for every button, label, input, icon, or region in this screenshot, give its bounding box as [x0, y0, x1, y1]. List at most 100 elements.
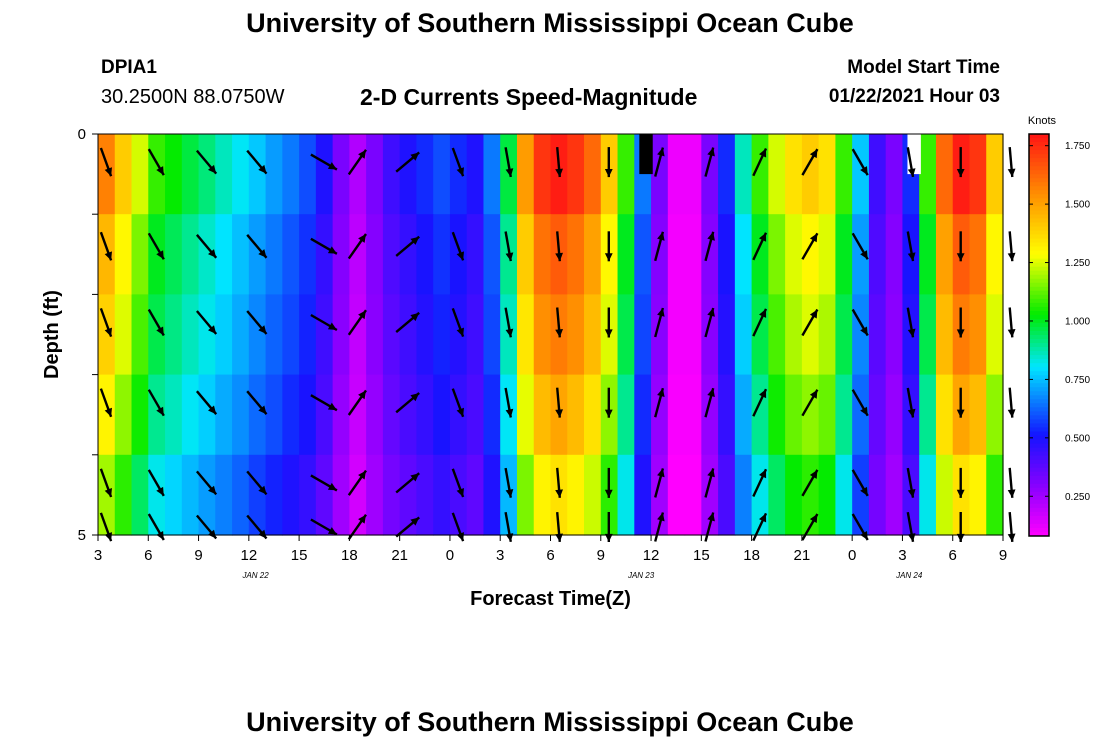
colorbar-segment [1029, 403, 1049, 408]
current-arrow [704, 512, 715, 542]
current-arrow [801, 148, 819, 176]
colorbar-segment [1029, 314, 1049, 320]
heatmap-cell [198, 294, 216, 376]
heatmap-cell [232, 214, 250, 295]
current-arrow [395, 472, 420, 494]
heatmap-cell [449, 454, 468, 536]
heatmap-cell [868, 374, 887, 456]
current-arrow [704, 147, 715, 177]
heatmap-cell [98, 134, 116, 215]
heatmap-cell [969, 454, 987, 536]
current-arrow [310, 518, 338, 536]
heatmap-cell [416, 454, 434, 536]
heatmap-cell [651, 134, 669, 215]
heatmap-cell [382, 454, 401, 536]
colorbar-segment [1029, 198, 1049, 203]
current-arrow [555, 511, 563, 543]
heatmap-cell [935, 454, 954, 536]
heatmap-cell [483, 214, 501, 295]
heatmap-cell [349, 454, 367, 536]
colorbar-segment [1029, 266, 1049, 272]
colorbar-segment [1029, 435, 1049, 441]
heatmap-cell [299, 134, 317, 215]
current-arrow [395, 151, 420, 173]
heatmap-cell [433, 374, 451, 456]
current-arrow [347, 389, 367, 416]
x-tick-label: 3 [898, 547, 906, 564]
heatmap-cell [684, 454, 702, 536]
heatmap-cell [315, 374, 334, 456]
colorbar-segment [1029, 499, 1049, 505]
heatmap-cell [98, 454, 116, 536]
heatmap-cell [131, 454, 149, 536]
colorbar-segment [1029, 190, 1049, 195]
current-arrow [147, 148, 165, 176]
heatmap-cell [282, 294, 300, 376]
colorbar-segment [1029, 431, 1049, 436]
colorbar-segment [1029, 234, 1049, 240]
colorbar-segment [1029, 479, 1049, 485]
current-arrow [752, 147, 768, 177]
current-arrow [195, 234, 218, 259]
colorbar-segment [1029, 254, 1049, 260]
colorbar-segment [1029, 335, 1049, 340]
heatmap-cell [516, 294, 535, 376]
heatmap-cell [366, 134, 384, 215]
current-arrow [851, 389, 869, 417]
colorbar-segment [1029, 182, 1049, 187]
heatmap-cell [801, 134, 820, 215]
heatmap-cell [382, 294, 401, 376]
colorbar-segment [1029, 202, 1049, 207]
current-arrow [704, 231, 715, 262]
heatmap-cell [533, 454, 552, 536]
heatmap-cell [366, 294, 384, 376]
heatmap-cell [466, 454, 485, 536]
heatmap-cell [617, 294, 635, 376]
heatmap-cell [684, 294, 702, 376]
heatmap-cell [114, 374, 133, 456]
current-arrow [395, 516, 420, 538]
current-arrow [555, 231, 563, 262]
current-arrow [347, 233, 367, 260]
heatmap-cell [868, 134, 887, 215]
heatmap-cell [868, 294, 887, 376]
heatmap-cell [315, 294, 334, 376]
heatmap-cell [734, 374, 753, 456]
current-arrow [851, 469, 869, 497]
heatmap-cell [835, 214, 853, 295]
heatmap-cell [885, 134, 904, 215]
current-arrow [851, 232, 869, 260]
heatmap-cell [449, 134, 468, 215]
heatmap-cell [98, 294, 116, 376]
colorbar-segment [1029, 230, 1049, 235]
current-arrow [555, 146, 563, 178]
heatmap-cell [215, 454, 233, 536]
current-arrow [147, 469, 165, 497]
heatmap-cell [986, 134, 1004, 215]
heatmap-cell [701, 294, 719, 376]
current-arrow [246, 310, 268, 335]
current-arrow [99, 231, 113, 261]
heatmap-cell [433, 134, 451, 215]
heatmap-cell [567, 214, 585, 295]
heatmap-cell [533, 374, 552, 456]
colorbar-segment [1029, 447, 1049, 453]
heatmap-cell [584, 454, 602, 536]
colorbar-segment [1029, 359, 1049, 364]
heatmap-cell [114, 134, 133, 215]
colorbar-segment [1029, 174, 1049, 179]
x-tick-label: 6 [144, 547, 152, 564]
current-arrow [195, 390, 218, 415]
colorbar-segment [1029, 367, 1049, 372]
heatmap-cell [198, 374, 216, 456]
heatmap-cell [701, 374, 719, 456]
current-arrow [99, 307, 113, 338]
heatmap-cell [165, 134, 183, 215]
heatmap-cell [332, 214, 350, 295]
current-arrow [1007, 511, 1016, 543]
heatmap-cell [684, 134, 702, 215]
heatmap-cell [634, 454, 652, 536]
heatmap-cell [969, 294, 987, 376]
date-label: JAN 22 [241, 571, 269, 580]
colorbar-segment [1029, 162, 1049, 167]
